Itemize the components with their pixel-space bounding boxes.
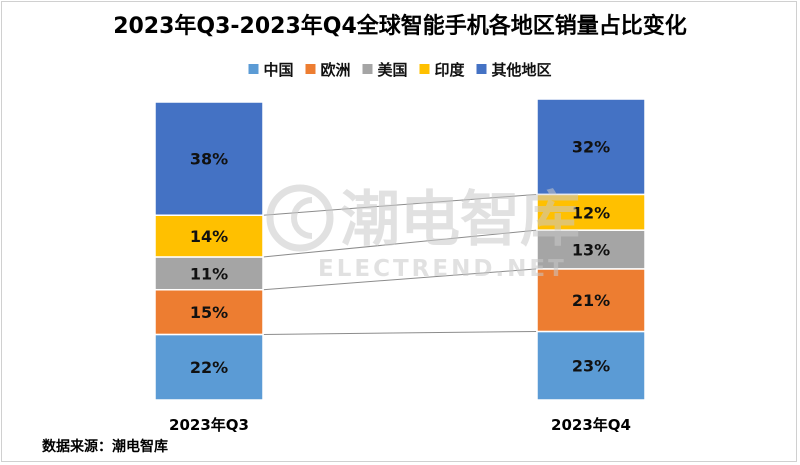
- data-label: 32%: [572, 138, 610, 157]
- bar-segment: [154, 333, 264, 401]
- series-line: [262, 268, 538, 291]
- watermark-subtext: ELECTREND.NET: [318, 256, 567, 282]
- legend-swatch: [248, 64, 259, 74]
- legend-swatch: [419, 64, 430, 74]
- bar-segment: [536, 330, 646, 401]
- data-label: 23%: [572, 357, 610, 376]
- bar-segment: [154, 101, 264, 216]
- category-labels: 2023年Q3 2023年Q4: [169, 416, 631, 434]
- chart-title: 2023年Q3-2023年Q4全球智能手机各地区销量占比变化: [113, 13, 687, 39]
- series-line: [262, 330, 538, 335]
- legend-label: 其他地区: [492, 61, 552, 79]
- electrend-logo-icon: [266, 184, 334, 252]
- series-connectors: [262, 193, 538, 335]
- bar-segment: [536, 229, 646, 270]
- bar-segment: [154, 288, 264, 336]
- legend-swatch: [362, 64, 373, 74]
- data-label: 12%: [572, 203, 610, 222]
- data-label: 38%: [190, 150, 228, 169]
- legend-swatch: [305, 64, 316, 74]
- watermark-text: 潮电智库: [340, 185, 580, 255]
- legend-swatch: [476, 64, 487, 74]
- legend-label: 欧洲: [321, 61, 351, 79]
- bar-segment: [536, 98, 646, 196]
- data-label: 11%: [190, 264, 228, 283]
- series-line: [262, 193, 538, 216]
- legend-label: 印度: [435, 61, 466, 79]
- bar-segment: [536, 193, 646, 231]
- bar-segment: [154, 214, 264, 258]
- source-label: 数据来源：潮电智库: [42, 438, 168, 455]
- legend-label: 中国: [264, 61, 294, 79]
- legend-label: 美国: [378, 61, 408, 79]
- data-label: 15%: [190, 303, 228, 322]
- data-label: 14%: [190, 227, 228, 246]
- data-label: 22%: [190, 358, 228, 377]
- bars: 22% 15% 11% 14% 38% 23% 21% 13% 12% 32%: [154, 98, 646, 401]
- data-label: 21%: [572, 291, 610, 310]
- category-label: 2023年Q4: [551, 416, 631, 434]
- watermark: 潮电智库 ELECTREND.NET: [266, 184, 580, 282]
- series-line: [262, 229, 538, 258]
- bar-segment: [154, 256, 264, 291]
- category-label: 2023年Q3: [169, 416, 249, 434]
- data-label: 13%: [572, 241, 610, 260]
- legend: 中国 欧洲 美国 印度 其他地区: [248, 61, 552, 79]
